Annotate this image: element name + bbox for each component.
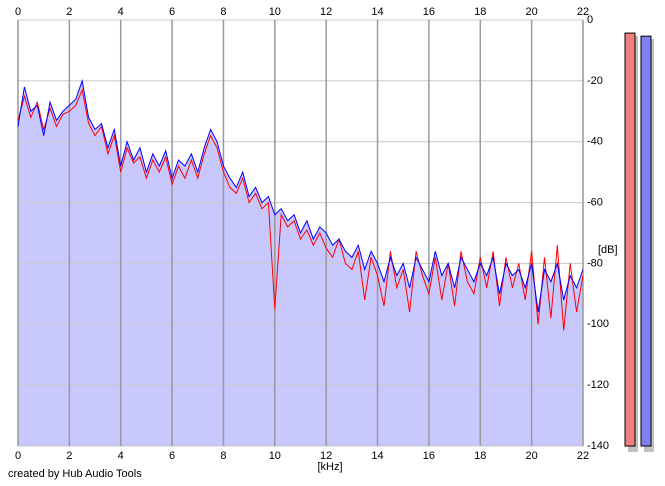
x-tick-label: 12 <box>320 6 332 18</box>
footer: created by Hub Audio Tools <box>8 468 142 480</box>
y-tick-label: 0 <box>587 14 593 26</box>
spectrum-line <box>17 78 584 313</box>
y-tick-label: -20 <box>587 75 603 87</box>
y-tick-label: -60 <box>587 196 603 208</box>
x-tick-label: 6 <box>169 450 175 462</box>
x-tick-label: 10 <box>269 450 281 462</box>
x-tick-label: 20 <box>526 450 538 462</box>
level-meter <box>624 32 636 447</box>
x-tick-label: 14 <box>371 450 383 462</box>
x-tick-label: 0 <box>15 450 21 462</box>
spectrum-line <box>17 88 584 331</box>
x-tick-label: 18 <box>474 6 486 18</box>
x-tick-label: 4 <box>118 450 124 462</box>
x-tick-label: 8 <box>220 450 226 462</box>
x-tick-label: 22 <box>577 6 589 18</box>
y-tick-label: -140 <box>587 440 609 452</box>
x-tick-label: 2 <box>66 450 72 462</box>
x-tick-label: 12 <box>320 450 332 462</box>
x-tick-label: 14 <box>371 6 383 18</box>
x-tick-label: 8 <box>220 6 226 18</box>
x-tick-label: 6 <box>169 6 175 18</box>
level-meter <box>640 35 652 447</box>
x-tick-label: 20 <box>526 6 538 18</box>
y-tick-label: -100 <box>587 318 609 330</box>
x-tick-label: 16 <box>423 6 435 18</box>
y-tick-label: -40 <box>587 136 603 148</box>
y-tick-label: -120 <box>587 379 609 391</box>
x-tick-label: 16 <box>423 450 435 462</box>
x-tick-label: 0 <box>15 6 21 18</box>
x-tick-label: 10 <box>269 6 281 18</box>
y-tick-label: -80 <box>587 257 603 269</box>
x-tick-label: 2 <box>66 6 72 18</box>
y-axis-label: [dB] <box>598 244 618 256</box>
x-tick-label: 18 <box>474 450 486 462</box>
x-tick-label: 22 <box>577 450 589 462</box>
x-axis-label: [kHz] <box>317 461 342 473</box>
x-tick-label: 4 <box>118 6 124 18</box>
